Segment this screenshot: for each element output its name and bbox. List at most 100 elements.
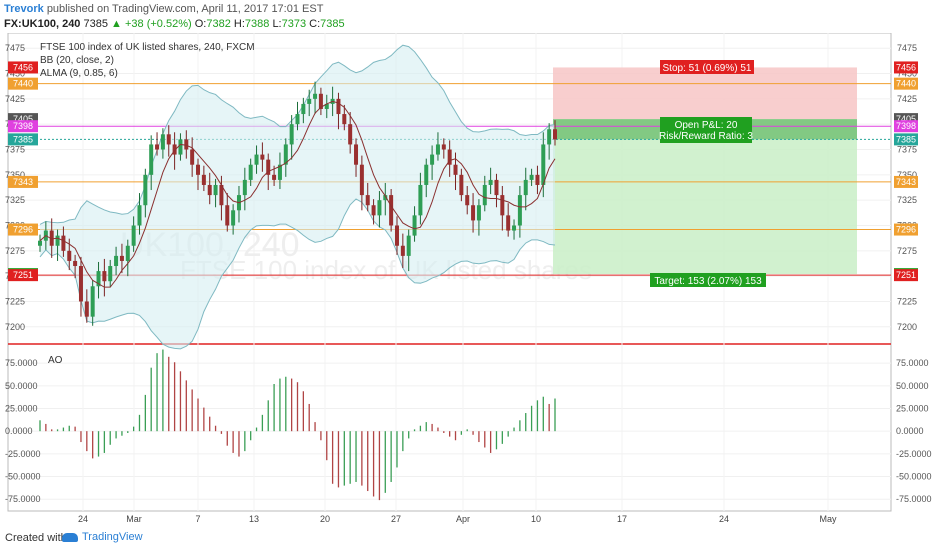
candle-body <box>318 93 323 109</box>
legend-alma: ALMA (9, 0.85, 6) <box>40 68 118 79</box>
candle-body <box>523 179 528 196</box>
price-tag-right <box>894 61 918 74</box>
candle-body <box>406 235 411 256</box>
x-tick: 27 <box>391 514 401 524</box>
chart-area[interactable]: 7200720072257225725072507275727573007300… <box>0 32 932 525</box>
price-tag-left <box>8 120 38 133</box>
price-tag-text: 7251 <box>896 270 916 280</box>
pnl-label: Open P&L: 20 <box>675 120 738 131</box>
low-value: 7373 <box>281 18 307 30</box>
stop-zone <box>553 67 857 120</box>
candle-body <box>67 250 72 261</box>
ohlc-line: FX:UK100, 240 7385 ▲ +38 (+0.52%) O:7382… <box>4 18 345 30</box>
y-tick-right: 7200 <box>897 322 917 332</box>
candle-body <box>219 184 224 206</box>
ao-tick-right: 50.0000 <box>896 381 929 391</box>
candle-body <box>242 179 247 196</box>
price-tag-text: 7385 <box>896 134 916 144</box>
candle-body <box>482 184 487 206</box>
candle-body <box>459 174 464 196</box>
candle-body <box>201 174 206 185</box>
x-tick: 24 <box>719 514 729 524</box>
candle-body <box>49 230 54 246</box>
candle-body <box>207 184 212 196</box>
price-tag-text-left: 7296 <box>13 225 33 235</box>
candle-body <box>476 205 481 221</box>
close-label: C: <box>309 18 321 30</box>
candle-body <box>108 266 113 282</box>
candle-body <box>529 174 534 180</box>
stop-label: Stop: 51 (0.69%) 51 <box>663 63 752 74</box>
candle-body <box>506 215 511 231</box>
open-label: O: <box>194 18 207 30</box>
footer: Created with TradingView <box>0 526 932 550</box>
candle-body <box>272 174 277 180</box>
target-label: Target: 153 (2.07%) 153 <box>654 276 762 287</box>
candle-body <box>541 144 546 185</box>
candle-body <box>225 205 230 226</box>
x-tick: Apr <box>456 514 470 524</box>
candle-body <box>254 154 259 165</box>
candle-body <box>377 200 382 216</box>
price-tag-right <box>894 133 918 146</box>
candle-body <box>172 144 177 155</box>
legend-bb: BB (20, close, 2) <box>40 55 114 66</box>
candle-body <box>465 195 470 206</box>
x-tick: 13 <box>249 514 259 524</box>
candle-body <box>313 93 318 99</box>
author-link[interactable]: Trevork <box>4 3 44 15</box>
candle-body <box>348 124 353 145</box>
candle-body <box>213 184 218 196</box>
candle-body <box>119 255 124 261</box>
price-change: ▲ +38 (+0.52%) <box>111 18 192 30</box>
target-zone <box>553 119 857 275</box>
candle-body <box>441 144 446 150</box>
x-tick: 7 <box>195 514 200 524</box>
price-tag-right <box>894 77 918 90</box>
price-tag-text-left: 7398 <box>13 121 33 131</box>
y-tick-left: 7200 <box>5 322 25 332</box>
pnl-box-bg <box>660 117 752 143</box>
candle-body <box>125 245 130 261</box>
alma-line <box>39 100 556 288</box>
candle-body <box>488 179 493 185</box>
y-tick-right: 7275 <box>897 246 917 256</box>
candle-body <box>55 235 60 246</box>
x-tick: 20 <box>320 514 330 524</box>
candle-body <box>166 134 171 145</box>
y-tick-left: 7425 <box>5 94 25 104</box>
ao-tick-left: 75.0000 <box>5 358 38 368</box>
ao-legend: AO <box>48 355 63 366</box>
candle-body <box>359 164 364 196</box>
price-labels: 7456745674407440740574057398739873857385… <box>8 61 918 282</box>
publish-info: published on TradingView.com, April 11, … <box>46 3 324 15</box>
ao-tick-right: 0.0000 <box>896 426 924 436</box>
candle-body <box>553 129 557 140</box>
candle-body <box>342 114 347 125</box>
price-tag-text-left: 7440 <box>13 79 33 89</box>
x-axis: 24 Mar 7 13 20 27 Apr 10 17 24 May <box>78 514 837 524</box>
chart-svg[interactable]: 7200720072257225725072507275727573007300… <box>0 32 932 525</box>
candle-body <box>84 301 89 317</box>
ao-tick-left: -25.0000 <box>5 449 41 459</box>
candle-body <box>447 149 452 165</box>
ao-tick-left: -50.0000 <box>5 472 41 482</box>
candle-body <box>143 174 148 206</box>
candle-body <box>178 139 183 155</box>
y-tick-left: 7325 <box>5 195 25 205</box>
candle-body <box>535 174 540 185</box>
candle-body <box>149 144 154 175</box>
symbol-label: FX:UK100, 240 <box>4 18 81 30</box>
tradingview-logo[interactable]: TradingView <box>62 531 143 543</box>
x-tick: May <box>819 514 837 524</box>
ao-tick-right: -25.0000 <box>896 449 932 459</box>
price-tag-left <box>8 175 38 188</box>
price-tag-left <box>8 269 38 282</box>
y-tick-right: 7375 <box>897 145 917 155</box>
watermark-desc: FTSE 100 index of UK listed shares <box>180 255 592 285</box>
candle-body <box>371 205 376 216</box>
candle-body <box>190 149 195 165</box>
legend-box: FTSE 100 index of UK listed shares, 240,… <box>40 41 255 80</box>
candle-body <box>400 245 405 256</box>
candle-body <box>38 240 42 246</box>
